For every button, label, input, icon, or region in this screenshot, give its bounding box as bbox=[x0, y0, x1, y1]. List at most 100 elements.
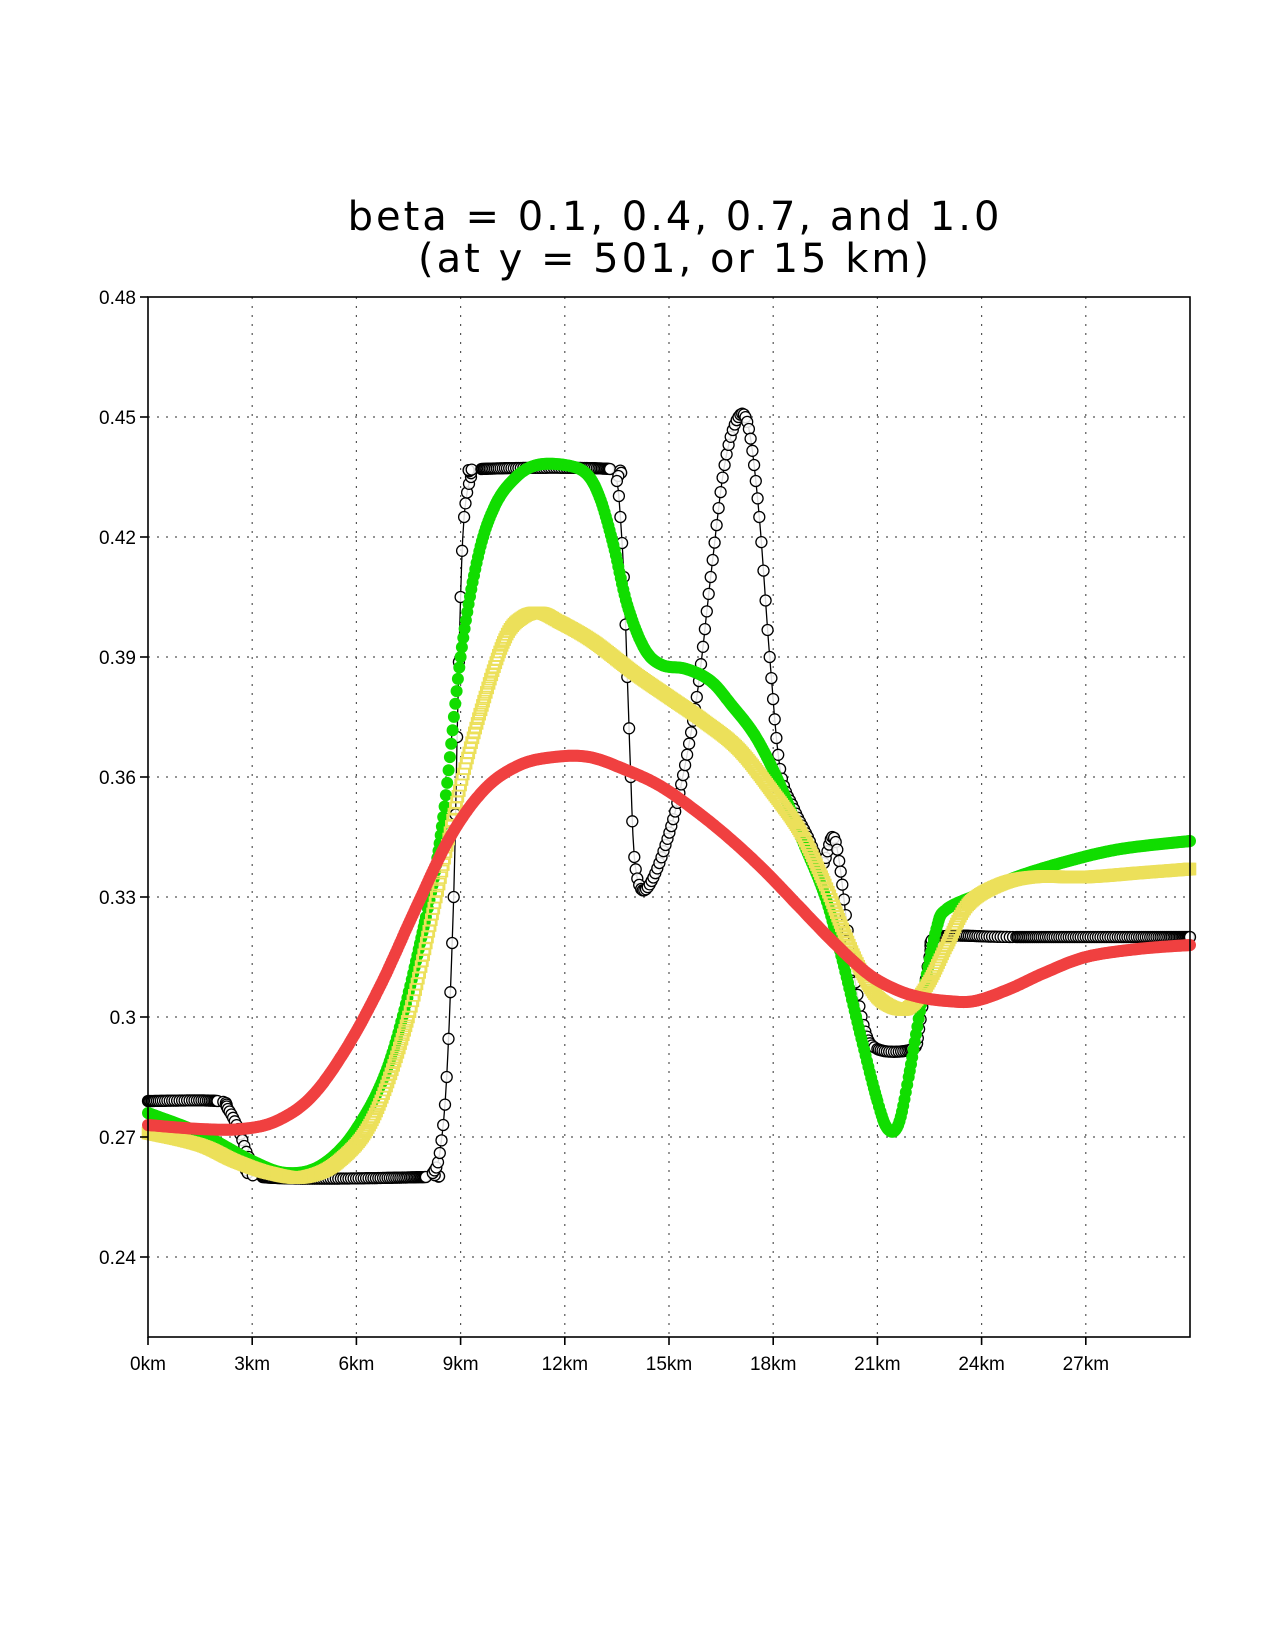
x-tick-label: 24km bbox=[958, 1354, 1004, 1375]
y-tick-label: 0.48 bbox=[99, 288, 136, 309]
data-point bbox=[751, 492, 764, 505]
data-point bbox=[459, 497, 472, 510]
data-point bbox=[388, 1054, 402, 1068]
data-point bbox=[827, 899, 841, 913]
data-point bbox=[836, 922, 850, 936]
data-point bbox=[383, 1071, 396, 1085]
data-point bbox=[472, 712, 485, 726]
x-tick-label: 27km bbox=[1063, 1354, 1109, 1375]
data-point bbox=[698, 622, 712, 636]
data-point bbox=[476, 699, 489, 712]
data-point bbox=[718, 458, 731, 472]
x-tick-label: 3km bbox=[234, 1354, 270, 1375]
data-point bbox=[396, 1028, 410, 1041]
data-point bbox=[749, 474, 762, 488]
data-point bbox=[447, 710, 460, 723]
data-point bbox=[445, 737, 458, 750]
data-point bbox=[477, 694, 490, 708]
data-point bbox=[700, 605, 713, 618]
data-point bbox=[474, 703, 488, 717]
data-point bbox=[469, 721, 483, 735]
data-point bbox=[435, 1134, 448, 1147]
data-point bbox=[385, 1063, 399, 1076]
data-point bbox=[744, 432, 757, 445]
data-point bbox=[612, 489, 626, 503]
data-point bbox=[696, 640, 710, 653]
data-point bbox=[443, 751, 456, 764]
data-point bbox=[447, 890, 460, 904]
data-point bbox=[824, 892, 838, 906]
data-point bbox=[454, 651, 467, 663]
data-point bbox=[622, 722, 636, 735]
data-point bbox=[482, 677, 496, 690]
data-point bbox=[610, 474, 624, 488]
data-point bbox=[746, 444, 759, 457]
data-point bbox=[481, 681, 495, 695]
series-beta-1-0 bbox=[142, 749, 1196, 1136]
data-point bbox=[442, 764, 455, 777]
data-point bbox=[441, 776, 454, 789]
data-point bbox=[473, 707, 487, 721]
data-point bbox=[628, 850, 641, 864]
data-point bbox=[450, 685, 463, 698]
data-point bbox=[440, 1070, 453, 1084]
data-point bbox=[451, 672, 464, 685]
data-point bbox=[380, 1079, 393, 1093]
data-point bbox=[833, 854, 846, 868]
x-tick-label: 15km bbox=[646, 1354, 692, 1375]
data-point bbox=[370, 1104, 383, 1118]
data-point bbox=[491, 648, 505, 662]
data-point bbox=[398, 1024, 412, 1037]
y-tick-label: 0.42 bbox=[99, 528, 136, 549]
data-point bbox=[432, 877, 446, 891]
data-point bbox=[747, 458, 761, 472]
data-point bbox=[834, 919, 848, 933]
y-tick-label: 0.45 bbox=[99, 408, 136, 429]
data-point bbox=[680, 748, 694, 761]
y-axis: 0.24 0.27 0.3 0.33 0.36 0.39 0.42 0.45 0.48 bbox=[99, 288, 148, 1269]
data-point bbox=[817, 875, 831, 889]
data-point bbox=[840, 932, 854, 946]
series-layer bbox=[141, 407, 1197, 1185]
data-point bbox=[690, 690, 703, 704]
y-tick-label: 0.36 bbox=[99, 768, 136, 789]
data-point bbox=[832, 912, 846, 926]
data-point bbox=[438, 1098, 452, 1111]
y-tick-label: 0.33 bbox=[99, 888, 136, 909]
data-point bbox=[485, 668, 499, 682]
data-point bbox=[838, 929, 852, 942]
data-point bbox=[395, 1032, 409, 1046]
data-point bbox=[755, 535, 768, 549]
chart-title: beta = 0.1, 0.4, 0.7, and 1.0 bbox=[348, 194, 1003, 240]
data-point bbox=[626, 815, 639, 828]
data-point bbox=[766, 692, 780, 706]
data-point bbox=[761, 623, 774, 637]
data-point bbox=[446, 936, 459, 950]
data-point bbox=[716, 471, 729, 484]
data-point bbox=[437, 1118, 450, 1132]
data-point bbox=[614, 510, 627, 524]
data-point bbox=[757, 564, 770, 577]
data-point bbox=[710, 518, 723, 532]
y-tick-label: 0.24 bbox=[99, 1248, 136, 1269]
data-point bbox=[826, 896, 839, 910]
data-point bbox=[678, 758, 692, 772]
x-tick-label: 0km bbox=[130, 1354, 166, 1375]
data-point bbox=[684, 726, 698, 739]
data-point bbox=[381, 1075, 395, 1089]
data-point bbox=[478, 690, 492, 704]
data-point bbox=[765, 671, 778, 685]
x-tick-label: 9km bbox=[443, 1354, 479, 1375]
data-point bbox=[439, 789, 452, 802]
data-point bbox=[704, 570, 717, 584]
series-beta-0-7 bbox=[141, 606, 1197, 1184]
data-point bbox=[712, 501, 725, 515]
data-point bbox=[682, 737, 696, 750]
data-point bbox=[453, 661, 466, 674]
data-point bbox=[759, 594, 772, 607]
x-tick-label: 6km bbox=[338, 1354, 374, 1375]
data-point bbox=[834, 865, 847, 878]
data-point bbox=[387, 1059, 401, 1072]
data-point bbox=[457, 631, 470, 644]
chart-subtitle: (at y = 501, or 15 km) bbox=[418, 236, 932, 282]
